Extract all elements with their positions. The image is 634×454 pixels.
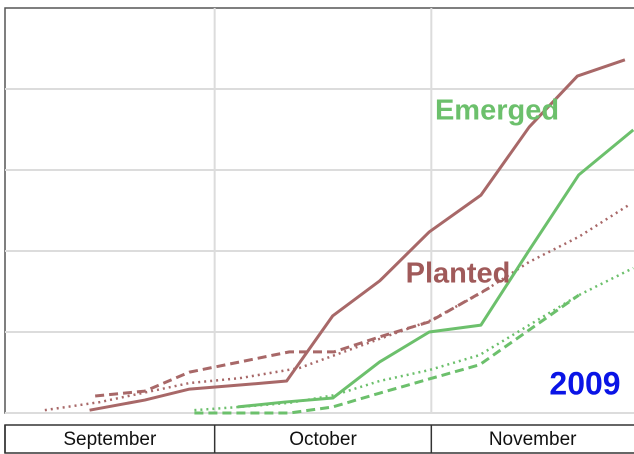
annotation: 2009 xyxy=(549,365,620,401)
month-axis xyxy=(4,424,634,454)
month-label: September xyxy=(63,429,157,450)
annotation: Emerged xyxy=(435,95,559,127)
annotation: Planted xyxy=(406,258,511,290)
month-label: November xyxy=(489,429,577,450)
series-line xyxy=(194,293,580,415)
series-line xyxy=(89,58,626,412)
series-line xyxy=(194,266,634,412)
series-line xyxy=(237,128,634,409)
month-label: October xyxy=(289,429,357,450)
plot-frame xyxy=(4,7,634,414)
series-line xyxy=(44,203,630,412)
